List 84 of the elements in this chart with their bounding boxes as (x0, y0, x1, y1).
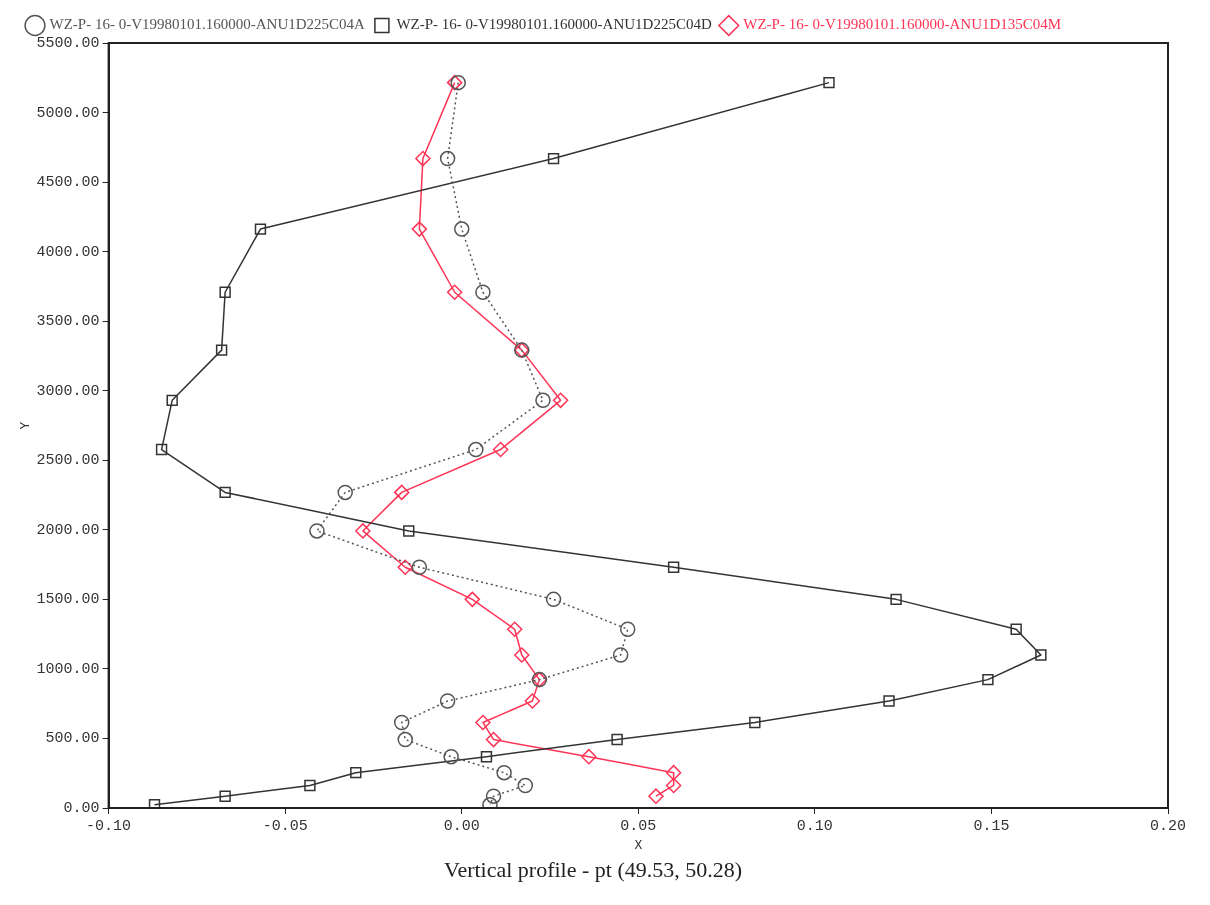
y-tick-label: 4500.00 (36, 174, 100, 192)
point (350, 766, 362, 779)
point (397, 559, 413, 575)
y-tick-label: 1000.00 (36, 660, 100, 678)
point (304, 779, 316, 792)
point (552, 392, 569, 409)
y-tick-label: 2000.00 (36, 521, 100, 539)
point (411, 559, 428, 575)
y-tick-label: 2500.00 (36, 452, 100, 470)
point (1035, 649, 1047, 661)
y-tick-label: 500.00 (45, 730, 100, 748)
point (619, 621, 636, 638)
point (883, 695, 895, 707)
legend-label: WZ-P- 16- 0-V19980101.160000-ANU1D225C04A (49, 16, 366, 33)
y-tick-label: 5000.00 (36, 104, 100, 122)
point (393, 484, 410, 501)
point (355, 523, 371, 539)
x-tick-label: 0.20 (1149, 817, 1187, 835)
point (982, 673, 994, 686)
y-tick-label: 1500.00 (36, 591, 100, 609)
point (166, 394, 178, 407)
point (648, 788, 664, 804)
point (155, 443, 168, 456)
x-tick-label: 0.05 (620, 817, 657, 835)
x-axis-title: X (634, 838, 643, 854)
x-tick-label: -0.10 (86, 817, 132, 835)
point (219, 486, 231, 499)
point (514, 647, 530, 663)
point (517, 777, 534, 794)
point (215, 344, 228, 356)
x-tick-label: 0.00 (443, 817, 480, 835)
point (446, 284, 463, 300)
point (393, 714, 410, 731)
point (468, 441, 484, 458)
point (480, 750, 493, 763)
point (439, 693, 456, 709)
legend-label: WZ-P- 16- 0-V19980101.160000-ANU1D135C04M (743, 16, 1062, 33)
point (545, 591, 562, 608)
point (524, 693, 541, 709)
y-axis-title: Y (18, 421, 34, 430)
point (890, 593, 902, 606)
point (485, 731, 502, 748)
point (611, 733, 623, 746)
point (397, 731, 413, 748)
legend-label: WZ-P- 16- 0-V19980101.160000-ANU1D225C04D (396, 16, 712, 33)
x-tick-label: 0.10 (796, 817, 833, 835)
point (475, 714, 491, 731)
point (667, 561, 680, 573)
point (492, 441, 509, 458)
point (446, 74, 463, 91)
point (443, 748, 459, 765)
point (415, 150, 431, 167)
y-tick-label: 4000.00 (36, 243, 100, 261)
y-tick-label: 3000.00 (36, 382, 100, 400)
point (749, 716, 761, 729)
point (219, 790, 231, 802)
point (535, 392, 551, 409)
y-tick-label: 3500.00 (36, 313, 100, 331)
point (823, 76, 835, 89)
point (450, 74, 466, 91)
point (475, 284, 491, 300)
point (612, 647, 629, 663)
point (485, 788, 502, 804)
y-tick-label: 5500.00 (36, 34, 100, 52)
point (309, 523, 325, 539)
point (547, 152, 560, 165)
point (1010, 623, 1022, 635)
point (665, 777, 682, 794)
point (506, 621, 523, 638)
point (337, 484, 353, 501)
point (439, 150, 456, 167)
text: Vertical profile - pt (49.53, 50.28) (443, 856, 743, 882)
point (496, 764, 512, 781)
point (219, 286, 231, 298)
point (411, 221, 428, 237)
point (464, 591, 481, 608)
x-tick-label: -0.05 (262, 817, 308, 835)
y-tick-label: 0.00 (63, 799, 100, 817)
x-tick-label: 0.15 (973, 817, 1010, 835)
point (453, 221, 470, 237)
point (581, 748, 597, 765)
point (254, 223, 267, 235)
point (665, 764, 682, 781)
point (403, 525, 415, 537)
